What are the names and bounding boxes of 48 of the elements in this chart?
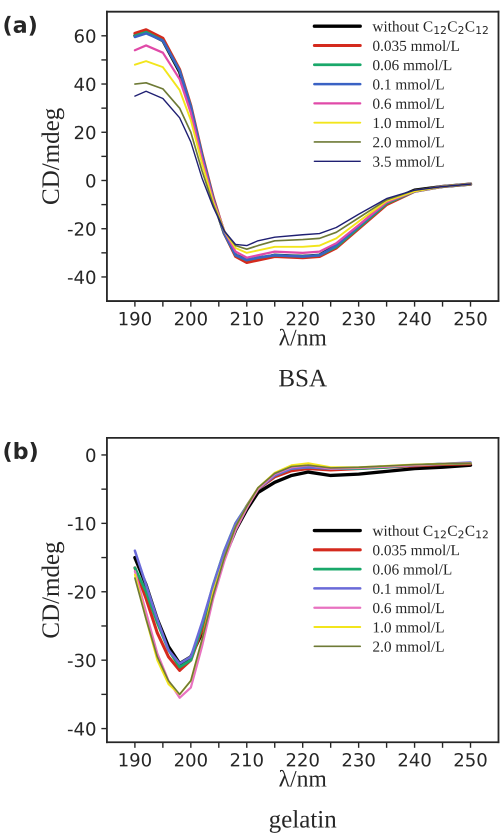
x-tick-label: 230 [342, 752, 375, 767]
x-tick-label: 220 [286, 752, 319, 767]
x-tick-label: 230 [342, 312, 375, 326]
x-tick-label: 250 [454, 312, 487, 326]
legend-label: 1.0 mmol/L [374, 117, 444, 128]
legend-label: 1.0 mmol/L [374, 622, 444, 633]
legend-label: 3.5 mmol/L [373, 156, 444, 167]
x-axis-title: λ/nm [279, 328, 326, 346]
legend-label: 0.06 mmol/L [373, 564, 452, 575]
legend-label: 0.6 mmol/L [373, 98, 444, 109]
x-tick-label: 190 [120, 312, 151, 326]
legend-label: 0.6 mmol/L [373, 602, 444, 614]
x-tick-label: 200 [174, 312, 207, 326]
text: (b) [4, 442, 37, 462]
y-tick-label: 20 [74, 126, 96, 140]
y-tick-label: -20 [68, 222, 96, 236]
legend-label: 0.06 mmol/L [373, 60, 452, 70]
x-tick-label: 240 [398, 752, 431, 767]
x-tick-label: 250 [454, 752, 487, 767]
legend-label: 2.0 mmol/L [373, 136, 444, 148]
y-tick-label: -30 [68, 654, 96, 668]
y-tick-label: -40 [68, 722, 96, 736]
y-tick-label: -40 [68, 270, 96, 284]
x-tick-label: 220 [286, 312, 319, 326]
text: (a) [4, 16, 36, 36]
x-tick-label: 200 [174, 752, 207, 767]
legend-label: 0.1 mmol/L [373, 583, 444, 594]
x-tick-label: 190 [120, 752, 151, 767]
legend-label: 2.0 mmol/L [373, 641, 444, 652]
x-tick-label: 240 [398, 312, 431, 326]
text: BSA [279, 370, 327, 387]
legend-label: without C$_{12}$C$_{2}$C$_{12}$ [372, 525, 488, 538]
y-tick-label: 0 [86, 174, 96, 188]
legend-label: 0.1 mmol/L [373, 78, 444, 90]
x-tick-label: 210 [230, 752, 263, 767]
y-tick-label: -10 [68, 516, 96, 530]
x-tick-label: 210 [230, 312, 263, 326]
y-tick-label: 40 [74, 77, 96, 92]
legend-label: without C$_{12}$C$_{2}$C$_{12}$ [372, 20, 488, 34]
y-tick-label: 0 [86, 448, 96, 462]
y-tick-label: 60 [74, 29, 96, 43]
y-axis-title: CD/mdeg [42, 542, 64, 638]
legend-label: 0.035 mmol/L [373, 40, 459, 52]
x-axis-title: λ/nm [279, 770, 326, 787]
legend-label: 0.035 mmol/L [373, 544, 459, 556]
y-tick-label: -20 [68, 585, 96, 599]
text: gelatin [270, 810, 336, 833]
y-axis-title: CD/mdeg [42, 108, 64, 204]
